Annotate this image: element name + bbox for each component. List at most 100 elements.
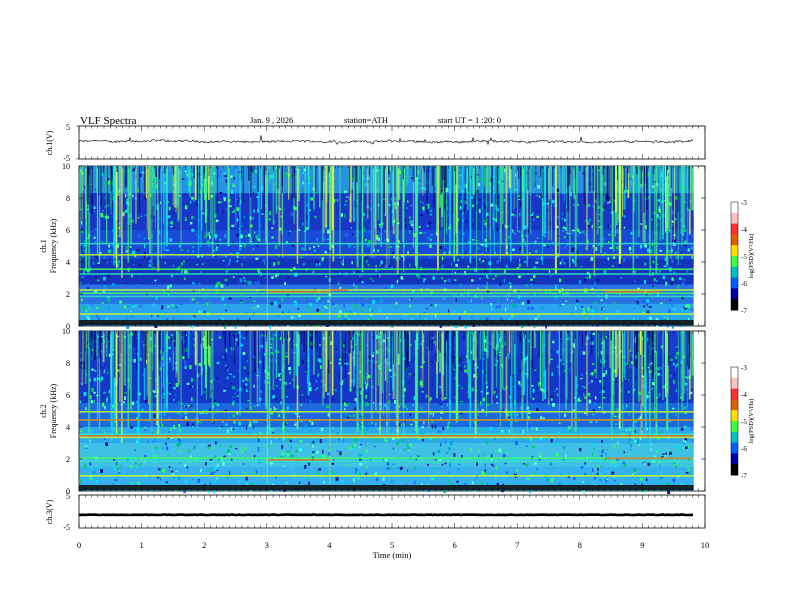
spectrogram-speckle <box>155 378 157 382</box>
spectrogram-speckle <box>665 452 667 455</box>
spectrogram-speckle <box>486 403 489 407</box>
spectrogram-speckle <box>196 302 198 304</box>
spectrogram-speckle <box>284 282 286 286</box>
spectrogram-speckle <box>264 335 267 337</box>
spectrogram-speckle <box>215 235 217 240</box>
spectrogram-speckle <box>83 392 87 396</box>
spectrogram-speckle <box>341 453 343 455</box>
spectrogram-speckle <box>508 236 510 239</box>
spectrogram-speckle <box>450 342 452 347</box>
spectrogram-speckle <box>109 249 112 254</box>
sferic-streak <box>448 331 451 420</box>
spectrogram-speckle <box>257 268 261 272</box>
spectrogram-speckle <box>240 301 244 304</box>
spectrogram-speckle <box>295 302 298 306</box>
spectrogram-speckle <box>612 302 616 305</box>
spectrogram-speckle <box>415 273 418 277</box>
dark-streak <box>427 166 429 194</box>
spectrogram-speckle <box>646 292 648 297</box>
spectrogram-speckle <box>484 463 486 468</box>
spectrogram-speckle <box>470 309 472 311</box>
spectrogram-speckle <box>253 384 255 388</box>
dark-streak <box>94 331 96 360</box>
spectrogram-speckle <box>479 258 481 261</box>
spectrogram-speckle <box>167 293 170 297</box>
spectrogram-speckle <box>162 290 166 294</box>
spectrogram-speckle <box>131 304 135 306</box>
spectrogram-speckle <box>386 467 390 470</box>
sferic-streak <box>670 166 672 259</box>
spectrogram-speckle <box>192 478 194 481</box>
spectrogram-speckle <box>270 343 273 346</box>
dark-streak <box>250 166 252 198</box>
sferic-streak <box>682 166 685 236</box>
spectrogram-speckle <box>136 352 139 356</box>
spectrogram-speckle <box>386 440 388 443</box>
spectrogram-speckle <box>608 241 610 243</box>
spectrogram-speckle <box>683 425 687 428</box>
spectrogram-speckle <box>669 193 672 196</box>
spectrogram-speckle <box>471 279 474 282</box>
spectrogram-speckle <box>286 406 289 411</box>
dark-streak <box>360 166 362 200</box>
spectrogram-speckle <box>594 282 596 286</box>
dark-streak <box>463 331 465 341</box>
spectrogram-speckle <box>616 457 619 462</box>
spectrogram-speckle <box>191 173 194 177</box>
spectrogram-speckle <box>399 423 402 426</box>
spectrogram-speckle <box>256 404 259 406</box>
spectrogram-speckle <box>584 247 587 250</box>
spectrogram-speckle <box>263 238 265 241</box>
spectrogram-speckle <box>93 210 96 213</box>
spectrogram-speckle <box>317 245 320 247</box>
spectrogram-speckle <box>589 275 591 279</box>
spectrogram-speckle <box>525 445 528 447</box>
dark-streak <box>258 331 259 369</box>
spectrogram-speckle <box>496 402 498 404</box>
dark-streak <box>138 166 141 213</box>
sferic-streak <box>474 331 477 438</box>
dark-streak <box>455 166 457 185</box>
spectrogram-speckle <box>640 223 643 225</box>
spectrogram-speckle <box>682 278 686 281</box>
spectrogram-speckle <box>644 262 647 266</box>
spectrogram-speckle <box>686 269 689 273</box>
spectrogram-speckle <box>186 173 189 177</box>
spectrogram-speckle <box>539 437 543 441</box>
spectrogram-speckle <box>212 421 215 424</box>
sferic-streak <box>489 166 491 276</box>
sferic-streak <box>521 166 524 254</box>
spectrogram-speckle <box>629 449 632 451</box>
spectrogram-speckle <box>466 197 468 200</box>
dark-streak <box>91 166 94 214</box>
sferic-streak <box>446 331 448 399</box>
spectrogram-speckle <box>422 202 424 205</box>
spectrogram-speckle <box>158 468 161 471</box>
spectrogram-speckle <box>258 271 260 275</box>
spectrogram-speckle <box>368 356 372 360</box>
spectrogram-speckle <box>93 236 96 239</box>
spectrogram-speckle <box>453 356 456 359</box>
spectrogram-speckle <box>172 317 175 319</box>
spectrogram-speckle <box>192 281 195 285</box>
sferic-streak <box>157 166 160 272</box>
spectrogram-speckle <box>334 389 337 392</box>
spectrogram-speckle <box>419 200 422 203</box>
spectrogram-speckle <box>462 233 465 235</box>
spectrogram-speckle <box>454 271 456 275</box>
spectrogram-speckle <box>305 226 309 230</box>
spectrogram-speckle <box>371 354 375 358</box>
spectrogram-speckle <box>692 438 695 443</box>
spectrogram-speckle <box>375 422 377 426</box>
spectrogram-speckle <box>244 472 248 473</box>
spectrogram-speckle <box>529 490 532 493</box>
spectrogram-speckle <box>180 301 183 306</box>
spectrogram-speckle <box>279 227 282 231</box>
spectrogram-speckle <box>431 419 434 423</box>
frequency-tick-label: 6 <box>66 391 70 400</box>
spectrogram-speckle <box>676 444 680 449</box>
spectrogram-speckle <box>273 219 276 224</box>
spectrogram-speckle <box>365 472 368 475</box>
spectrogram-speckle <box>460 283 462 287</box>
spectrogram-speckle <box>384 438 387 442</box>
